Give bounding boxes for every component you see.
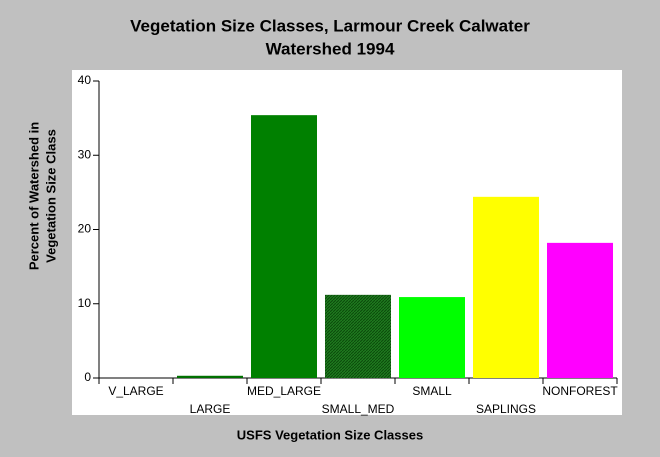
x-tick-label: SAPLINGS	[476, 402, 536, 416]
y-tick-label: 0	[84, 370, 91, 384]
bar	[547, 242, 613, 378]
bar	[473, 196, 539, 378]
x-axis-title: USFS Vegetation Size Classes	[237, 427, 423, 442]
x-tick-label: SMALL	[412, 384, 452, 398]
x-tick-label: NONFOREST	[542, 384, 618, 398]
bar	[251, 115, 317, 378]
bar	[399, 297, 465, 378]
x-tick-label: V_LARGE	[108, 384, 163, 398]
x-tick-label: MED_LARGE	[247, 384, 321, 398]
chart-title: Watershed 1994	[266, 39, 395, 58]
y-axis-title: Percent of Watershed in	[26, 122, 41, 270]
y-tick-label: 30	[78, 147, 92, 161]
bar	[177, 375, 243, 378]
y-axis-title: Vegetation Size Class	[43, 129, 58, 263]
y-tick-label: 40	[78, 73, 92, 87]
x-tick-label: SMALL_MED	[322, 402, 395, 416]
chart-title: Vegetation Size Classes, Larmour Creek C…	[130, 16, 530, 35]
x-tick-label: LARGE	[190, 402, 231, 416]
bar	[325, 294, 391, 378]
y-tick-label: 10	[78, 296, 92, 310]
y-tick-label: 20	[78, 222, 92, 236]
